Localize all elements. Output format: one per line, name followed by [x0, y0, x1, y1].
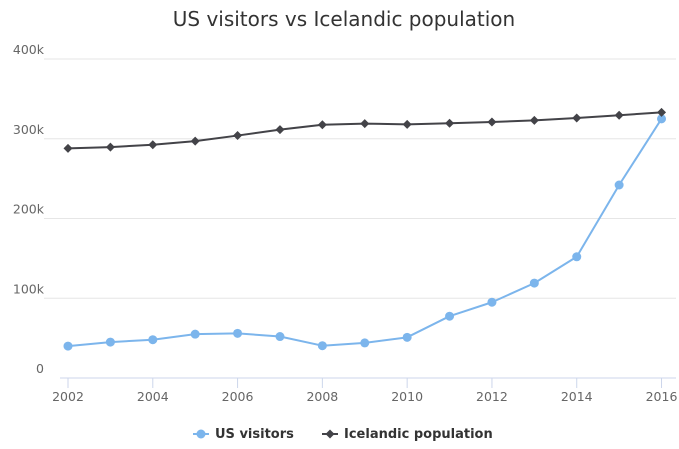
legend-label: US visitors	[215, 427, 294, 442]
data-point[interactable]	[529, 115, 539, 125]
y-axis-ticks: 0 100k 200k 300k 400k	[13, 42, 45, 376]
data-point[interactable]	[445, 311, 455, 321]
x-tick-label: 2004	[137, 389, 169, 404]
y-tick-label: 200k	[13, 202, 45, 217]
x-tick-label: 2014	[561, 389, 593, 404]
x-tick-label: 2012	[476, 389, 508, 404]
legend-marker	[196, 429, 206, 439]
data-point[interactable]	[233, 131, 243, 141]
grid-lines	[44, 58, 676, 299]
data-point[interactable]	[614, 110, 624, 120]
data-point[interactable]	[148, 140, 158, 150]
data-point[interactable]	[105, 142, 115, 152]
series-icelandic-population[interactable]	[63, 107, 667, 153]
x-tick-label: 2016	[646, 389, 678, 404]
legend[interactable]: US visitors Icelandic population	[193, 427, 493, 442]
series-layer	[63, 107, 667, 351]
data-point[interactable]	[63, 143, 73, 153]
data-point[interactable]	[233, 328, 243, 338]
legend-marker	[325, 429, 335, 439]
data-point[interactable]	[572, 252, 582, 262]
data-point[interactable]	[63, 341, 73, 351]
data-point[interactable]	[275, 332, 285, 342]
data-point[interactable]	[105, 337, 115, 347]
x-tick-label: 2006	[222, 389, 254, 404]
series-us-visitors[interactable]	[63, 114, 667, 351]
data-point[interactable]	[487, 117, 497, 127]
data-point[interactable]	[572, 113, 582, 123]
x-tick-label: 2010	[391, 389, 423, 404]
data-point[interactable]	[360, 338, 370, 348]
data-point[interactable]	[402, 332, 412, 342]
y-tick-label: 300k	[13, 122, 45, 137]
x-tick-label: 2002	[52, 389, 84, 404]
data-point[interactable]	[275, 125, 285, 135]
data-point[interactable]	[445, 118, 455, 128]
data-point[interactable]	[360, 119, 370, 129]
legend-label: Icelandic population	[344, 427, 493, 442]
y-tick-label: 400k	[13, 42, 45, 57]
data-point[interactable]	[487, 297, 497, 307]
data-point[interactable]	[657, 114, 667, 124]
legend-item-icelandic-population[interactable]: Icelandic population	[322, 427, 493, 442]
data-point[interactable]	[190, 329, 200, 339]
series-line	[67, 117, 663, 348]
data-point[interactable]	[402, 119, 412, 129]
legend-item-us-visitors[interactable]: US visitors	[193, 427, 294, 442]
data-point[interactable]	[317, 120, 327, 130]
y-tick-label: 0	[36, 361, 44, 376]
data-point[interactable]	[148, 335, 158, 345]
x-axis-ticks: 2002 2004 2006 2008 2010 2012 2014 2016	[52, 378, 677, 404]
x-tick-label: 2008	[306, 389, 338, 404]
data-point[interactable]	[190, 136, 200, 146]
data-point[interactable]	[317, 341, 327, 351]
y-tick-label: 100k	[13, 281, 45, 296]
data-point[interactable]	[657, 107, 667, 117]
chart-title: US visitors vs Icelandic population	[173, 7, 515, 31]
data-point[interactable]	[614, 180, 624, 190]
data-point[interactable]	[529, 278, 539, 288]
